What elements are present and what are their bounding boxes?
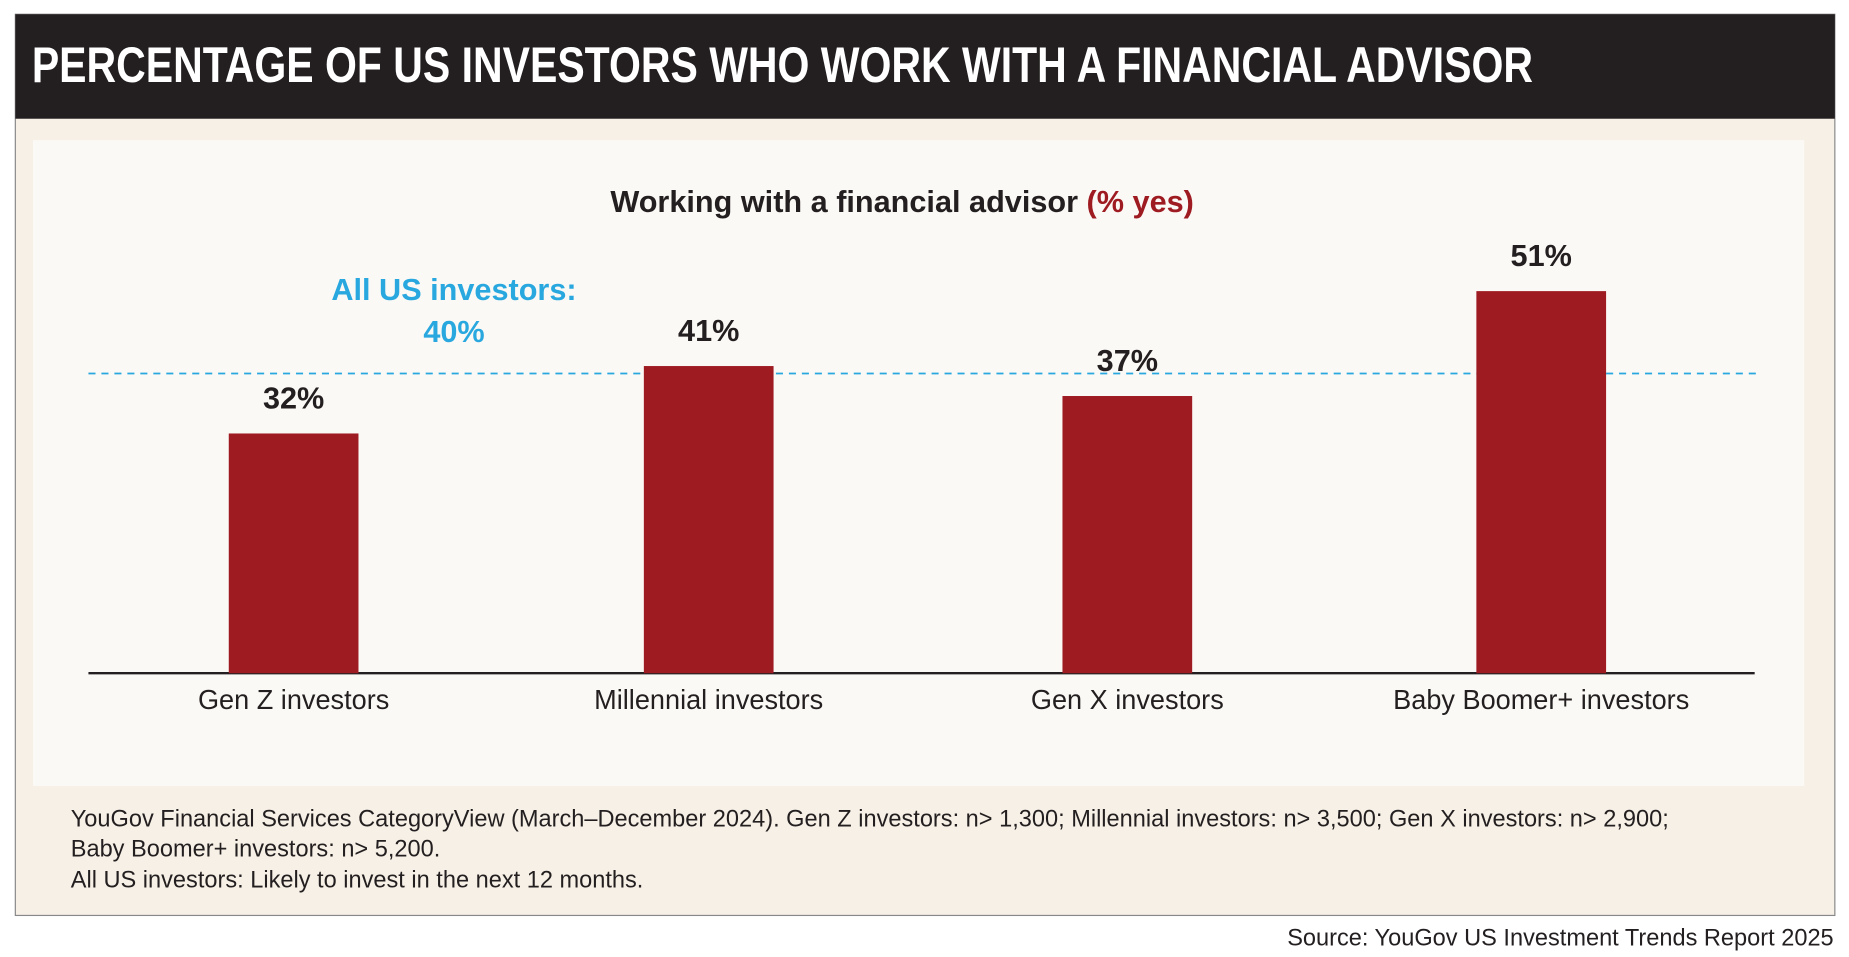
- value-label: 41%: [678, 313, 739, 348]
- note: YouGov Financial Services CategoryView (…: [71, 807, 1669, 833]
- subtitle-highlight: (% yes): [1087, 184, 1194, 219]
- value-label: 37%: [1097, 343, 1158, 378]
- bar: [1062, 396, 1193, 674]
- header-bar: [15, 14, 1835, 119]
- x-tick-label: Gen X investors: [1031, 684, 1224, 715]
- value-label: 32%: [263, 380, 324, 415]
- x-tick-label: Millennial investors: [594, 684, 823, 715]
- x-tick-label: Gen Z investors: [198, 684, 389, 715]
- x-tick-label: Baby Boomer+ investors: [1393, 684, 1689, 715]
- reference-label: All US investors:: [331, 272, 576, 307]
- note: All US investors: Likely to invest in th…: [71, 867, 644, 893]
- bar: [643, 366, 774, 674]
- source: Source: YouGov US Investment Trends Repo…: [1287, 925, 1833, 951]
- reference-value-label: 40%: [423, 314, 484, 349]
- value-label: 51%: [1511, 238, 1572, 273]
- subtitle-text: Working with a financial advisor: [610, 184, 1078, 219]
- chart-title: PERCENTAGE OF US INVESTORS WHO WORK WITH…: [32, 37, 1533, 93]
- subtitle: Working with a financial advisor (% yes): [610, 184, 1194, 219]
- bar: [1476, 291, 1607, 674]
- bar: [228, 433, 359, 674]
- note: Baby Boomer+ investors: n> 5,200.: [71, 836, 441, 862]
